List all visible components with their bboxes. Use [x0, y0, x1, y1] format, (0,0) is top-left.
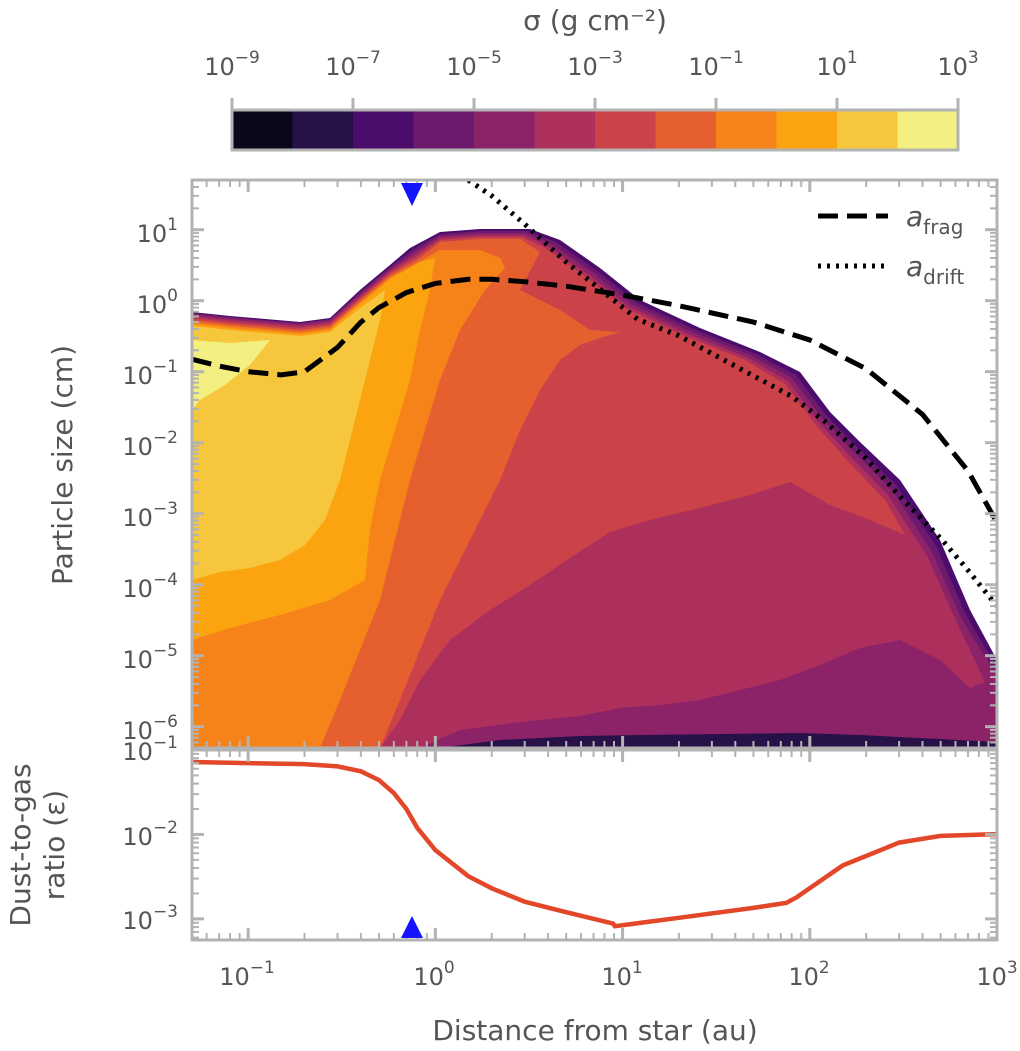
x-tick-label: 102 [788, 958, 829, 991]
colorbar-swatch [716, 110, 777, 150]
colorbar-tick-labels: 10−9 10−7 10−5 10−3 10−1 101 103 [204, 48, 978, 81]
colorbar-frame [230, 108, 960, 152]
y-tick-label: 10−2 [122, 818, 178, 851]
ratio-panel-y-ticks [192, 748, 997, 939]
size-panel-y-tick-labels: 101 100 10−1 10−2 10−3 10−4 10−5 10−6 [122, 215, 178, 745]
colorbar-tick-label: 10−7 [325, 48, 381, 81]
ratio-plot-area [192, 759, 997, 929]
ratio-panel-frame [190, 748, 999, 942]
dust-to-gas-curve [192, 759, 997, 929]
y-tick-label: 101 [137, 215, 178, 248]
colorbar-swatch [353, 110, 414, 150]
size-panel: 101 100 10−1 10−2 10−3 10−4 10−5 10−6 Pa… [46, 178, 999, 750]
y-tick-label: 10−3 [122, 902, 178, 935]
colorbar-swatch [897, 110, 959, 150]
y-tick-label: 10−2 [122, 428, 178, 461]
colorbar-tick-label: 10−9 [204, 48, 260, 81]
x-axis-title: Distance from star (au) [432, 1014, 757, 1047]
y-tick-label: 10−5 [122, 641, 178, 674]
colorbar-title: σ (g cm⁻²) [523, 4, 667, 37]
colorbar-swatch [837, 110, 898, 150]
x-tick-label: 100 [413, 958, 454, 991]
a-drift-curve [466, 180, 997, 608]
y-tick-label: 10−3 [122, 499, 178, 532]
colorbar: σ (g cm⁻²) 10−9 10−7 10−5 10−3 10−1 101 … [204, 4, 979, 152]
a-frag-curve [192, 276, 997, 524]
y-tick-label: 10−6 [122, 712, 178, 745]
size-panel-y-axis-title: Particle size (cm) [46, 345, 79, 585]
x-tick-label: 10−1 [219, 958, 275, 991]
size-panel-y-ticks [192, 179, 997, 744]
colorbar-swatch [292, 110, 354, 150]
legend-drift-label: adrift [906, 250, 964, 289]
y-tick-label: 10−1 [122, 357, 178, 390]
contour-band-pale-yellow [192, 340, 270, 410]
colorbar-tick-label: 10−1 [688, 48, 744, 81]
colorbar-swatch [232, 110, 293, 150]
y-tick-label: 100 [137, 286, 178, 319]
snow-line-marker-down [400, 183, 423, 206]
colorbar-tick-label: 10−3 [567, 48, 623, 81]
colorbar-swatch [655, 110, 717, 150]
ratio-y-axis-title-line2: ratio (ε) [38, 790, 71, 900]
colorbar-swatch [413, 110, 475, 150]
colorbar-swatch [534, 110, 596, 150]
ratio-panel-x-ticks [205, 750, 999, 940]
colorbar-swatches [232, 110, 959, 150]
colorbar-tick-label: 10−5 [446, 48, 502, 81]
x-tick-labels: 10−1 100 101 102 103 [219, 958, 1017, 991]
colorbar-swatch [776, 110, 838, 150]
colorbar-tick-label: 101 [816, 48, 857, 81]
contour-band-bottom-dark [440, 733, 997, 748]
snow-line-marker-up [400, 916, 423, 938]
contour-plot [192, 180, 997, 748]
colorbar-tick-label: 103 [937, 48, 978, 81]
y-tick-label: 10−1 [122, 733, 178, 766]
legend: afrag adrift [818, 200, 964, 289]
ratio-y-axis-title-line1: Dust-to-gas [4, 763, 37, 926]
x-tick-label: 101 [601, 958, 642, 991]
colorbar-swatch [595, 110, 656, 150]
ratio-panel-y-tick-labels: 10−1 10−2 10−3 [122, 733, 178, 935]
legend-frag-label: afrag [906, 200, 963, 239]
ratio-panel: 10−1 10−2 10−3 10−1 100 101 102 103 Dust… [4, 733, 1018, 1047]
y-tick-label: 10−4 [122, 570, 178, 603]
x-tick-label: 103 [976, 958, 1017, 991]
colorbar-ticks [230, 98, 960, 110]
colorbar-swatch [474, 110, 535, 150]
